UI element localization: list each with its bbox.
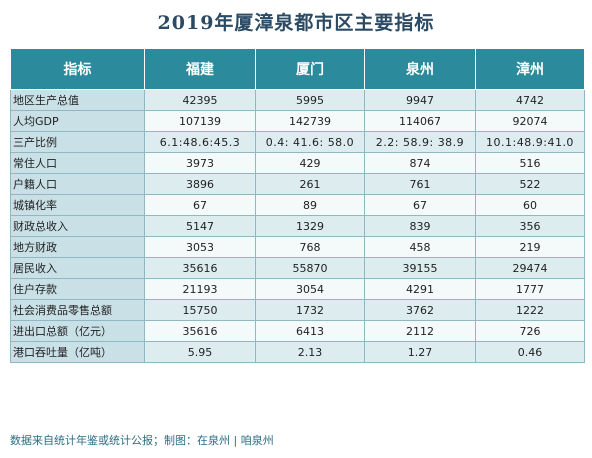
table-cell: 35616 <box>144 320 256 342</box>
table-cell: 4291 <box>364 278 476 300</box>
table-cell: 2.13 <box>255 341 365 363</box>
table-cell: 1.27 <box>364 341 476 363</box>
table-row: 地方财政 3053 768 458 219 <box>10 236 585 258</box>
table-row: 进出口总额（亿元） 35616 6413 2112 726 <box>10 320 585 342</box>
row-label: 地区生产总值 <box>10 89 145 111</box>
table-row: 常住人口 3973 429 874 516 <box>10 152 585 174</box>
table-cell: 10.1:48.9:41.0 <box>475 131 585 153</box>
table-row: 户籍人口 3896 261 761 522 <box>10 173 585 195</box>
row-label: 户籍人口 <box>10 173 145 195</box>
table-cell: 6.1:48.6:45.3 <box>144 131 256 153</box>
table-cell: 3973 <box>144 152 256 174</box>
table-header-row: 指标 福建 厦门 泉州 漳州 <box>10 48 585 90</box>
table-cell: 356 <box>475 215 585 237</box>
table-cell: 29474 <box>475 257 585 279</box>
table-cell: 2.2: 58.9: 38.9 <box>364 131 476 153</box>
row-label: 社会消费品零售总额 <box>10 299 145 321</box>
table-cell: 35616 <box>144 257 256 279</box>
table-cell: 0.46 <box>475 341 585 363</box>
table-cell: 0.4: 41.6: 58.0 <box>255 131 365 153</box>
table-cell: 429 <box>255 152 365 174</box>
row-label: 常住人口 <box>10 152 145 174</box>
table-cell: 92074 <box>475 110 585 132</box>
table-cell: 107139 <box>144 110 256 132</box>
table-cell: 4742 <box>475 89 585 111</box>
table-cell: 21193 <box>144 278 256 300</box>
row-label: 地方财政 <box>10 236 145 258</box>
table-cell: 89 <box>255 194 365 216</box>
table-row: 人均GDP 107139 142739 114067 92074 <box>10 110 585 132</box>
table-cell: 516 <box>475 152 585 174</box>
indicator-table: 指标 福建 厦门 泉州 漳州 地区生产总值 42395 5995 9947 4742 人均… <box>10 48 585 363</box>
table-cell: 768 <box>255 236 365 258</box>
table-cell: 3896 <box>144 173 256 195</box>
table-row: 三产比例 6.1:48.6:45.3 0.4: 41.6: 58.0 2.2: 58.… <box>10 131 585 153</box>
table-cell: 3054 <box>255 278 365 300</box>
header-fujian: 福建 <box>144 48 256 90</box>
table-cell: 42395 <box>144 89 256 111</box>
table-cell: 67 <box>364 194 476 216</box>
table-cell: 67 <box>144 194 256 216</box>
header-quanzhou: 泉州 <box>364 48 476 90</box>
table-row: 财政总收入 5147 1329 839 356 <box>10 215 585 237</box>
row-label: 港口吞吐量（亿吨） <box>10 341 145 363</box>
table-cell: 5147 <box>144 215 256 237</box>
table-cell: 522 <box>475 173 585 195</box>
table-row: 社会消费品零售总额 15750 1732 3762 1222 <box>10 299 585 321</box>
row-label: 财政总收入 <box>10 215 145 237</box>
header-xiamen: 厦门 <box>255 48 365 90</box>
table-cell: 5995 <box>255 89 365 111</box>
table-cell: 458 <box>364 236 476 258</box>
table-cell: 3762 <box>364 299 476 321</box>
table-cell: 2112 <box>364 320 476 342</box>
table-cell: 114067 <box>364 110 476 132</box>
table-cell: 726 <box>475 320 585 342</box>
table-row: 港口吞吐量（亿吨） 5.95 2.13 1.27 0.46 <box>10 341 585 363</box>
row-label: 三产比例 <box>10 131 145 153</box>
table-cell: 5.95 <box>144 341 256 363</box>
table-cell: 261 <box>255 173 365 195</box>
table-cell: 1732 <box>255 299 365 321</box>
table-cell: 142739 <box>255 110 365 132</box>
row-label: 居民收入 <box>10 257 145 279</box>
row-label: 住户存款 <box>10 278 145 300</box>
table-cell: 15750 <box>144 299 256 321</box>
table-cell: 1329 <box>255 215 365 237</box>
table-cell: 3053 <box>144 236 256 258</box>
table-cell: 761 <box>364 173 476 195</box>
table-cell: 839 <box>364 215 476 237</box>
table-cell: 874 <box>364 152 476 174</box>
row-label: 城镇化率 <box>10 194 145 216</box>
table-cell: 55870 <box>255 257 365 279</box>
header-indicator: 指标 <box>10 48 145 90</box>
row-label: 人均GDP <box>10 110 145 132</box>
table-cell: 6413 <box>255 320 365 342</box>
page-title: 2019年厦漳泉都市区主要指标 <box>157 12 435 34</box>
header-zhangzhou: 漳州 <box>475 48 585 90</box>
table-cell: 219 <box>475 236 585 258</box>
table-cell: 9947 <box>364 89 476 111</box>
table-cell: 1222 <box>475 299 585 321</box>
table-row: 住户存款 21193 3054 4291 1777 <box>10 278 585 300</box>
table-cell: 39155 <box>364 257 476 279</box>
row-label: 进出口总额（亿元） <box>10 320 145 342</box>
table-row: 城镇化率 67 89 67 60 <box>10 194 585 216</box>
table-cell: 1777 <box>475 278 585 300</box>
source-note: 数据来自统计年鉴或统计公报；制图：在泉州 | 咱泉州 <box>10 434 274 447</box>
table-row: 地区生产总值 42395 5995 9947 4742 <box>10 89 585 111</box>
table-row: 居民收入 35616 55870 39155 29474 <box>10 257 585 279</box>
table-cell: 60 <box>475 194 585 216</box>
